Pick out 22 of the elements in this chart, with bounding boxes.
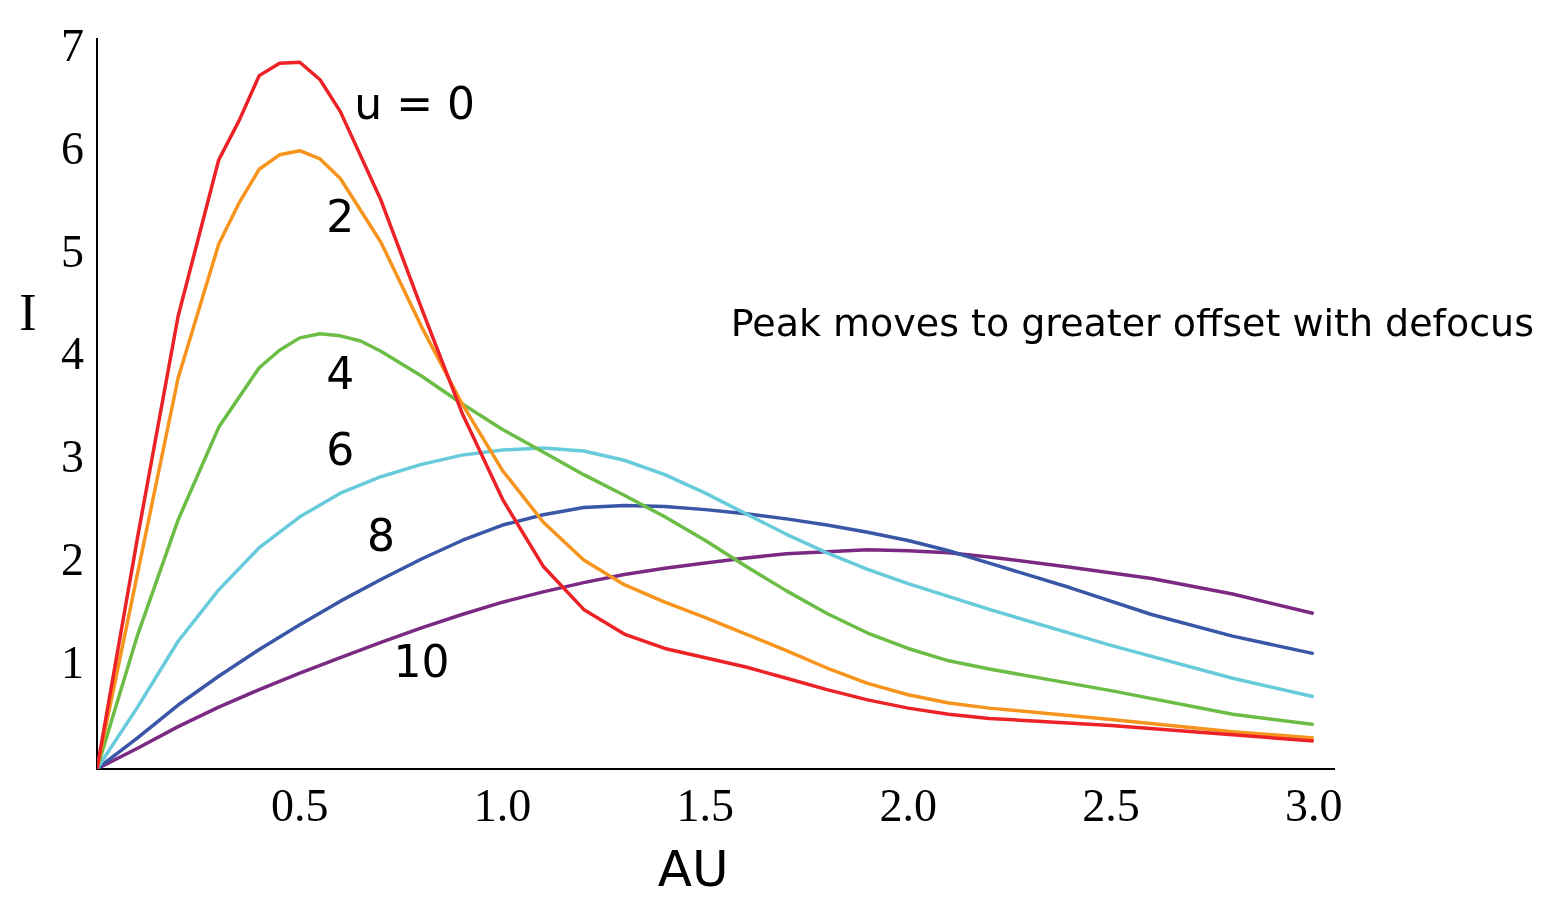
series-label: 10 <box>393 636 450 688</box>
y-tick-label: 7 <box>61 19 84 71</box>
y-tick-label: 3 <box>61 431 84 483</box>
series-label: 4 <box>326 348 355 400</box>
series-label: 8 <box>366 510 395 561</box>
x-tick-label: 2.0 <box>879 780 937 832</box>
y-tick-label: 5 <box>61 225 84 277</box>
y-tick-label: 6 <box>61 122 84 174</box>
x-tick-label: 1.0 <box>473 780 532 832</box>
series-label: 6 <box>326 423 355 475</box>
y-tick-label: 2 <box>61 534 84 586</box>
x-tick-label: 0.5 <box>271 780 329 832</box>
x-tick-label: 3.0 <box>1284 780 1343 832</box>
series-label: u = 0 <box>354 78 476 130</box>
y-tick-label: 4 <box>61 328 84 380</box>
annotation: Peak moves to greater offset with defocus <box>730 300 1534 345</box>
y-tick-label: 1 <box>61 637 84 689</box>
x-tick-label: 2.5 <box>1082 780 1140 832</box>
x-tick-label: 1.5 <box>676 780 735 832</box>
series-label: 2 <box>326 190 355 242</box>
y-axis-title: I <box>19 283 37 341</box>
x-axis-title: AU <box>657 839 729 898</box>
